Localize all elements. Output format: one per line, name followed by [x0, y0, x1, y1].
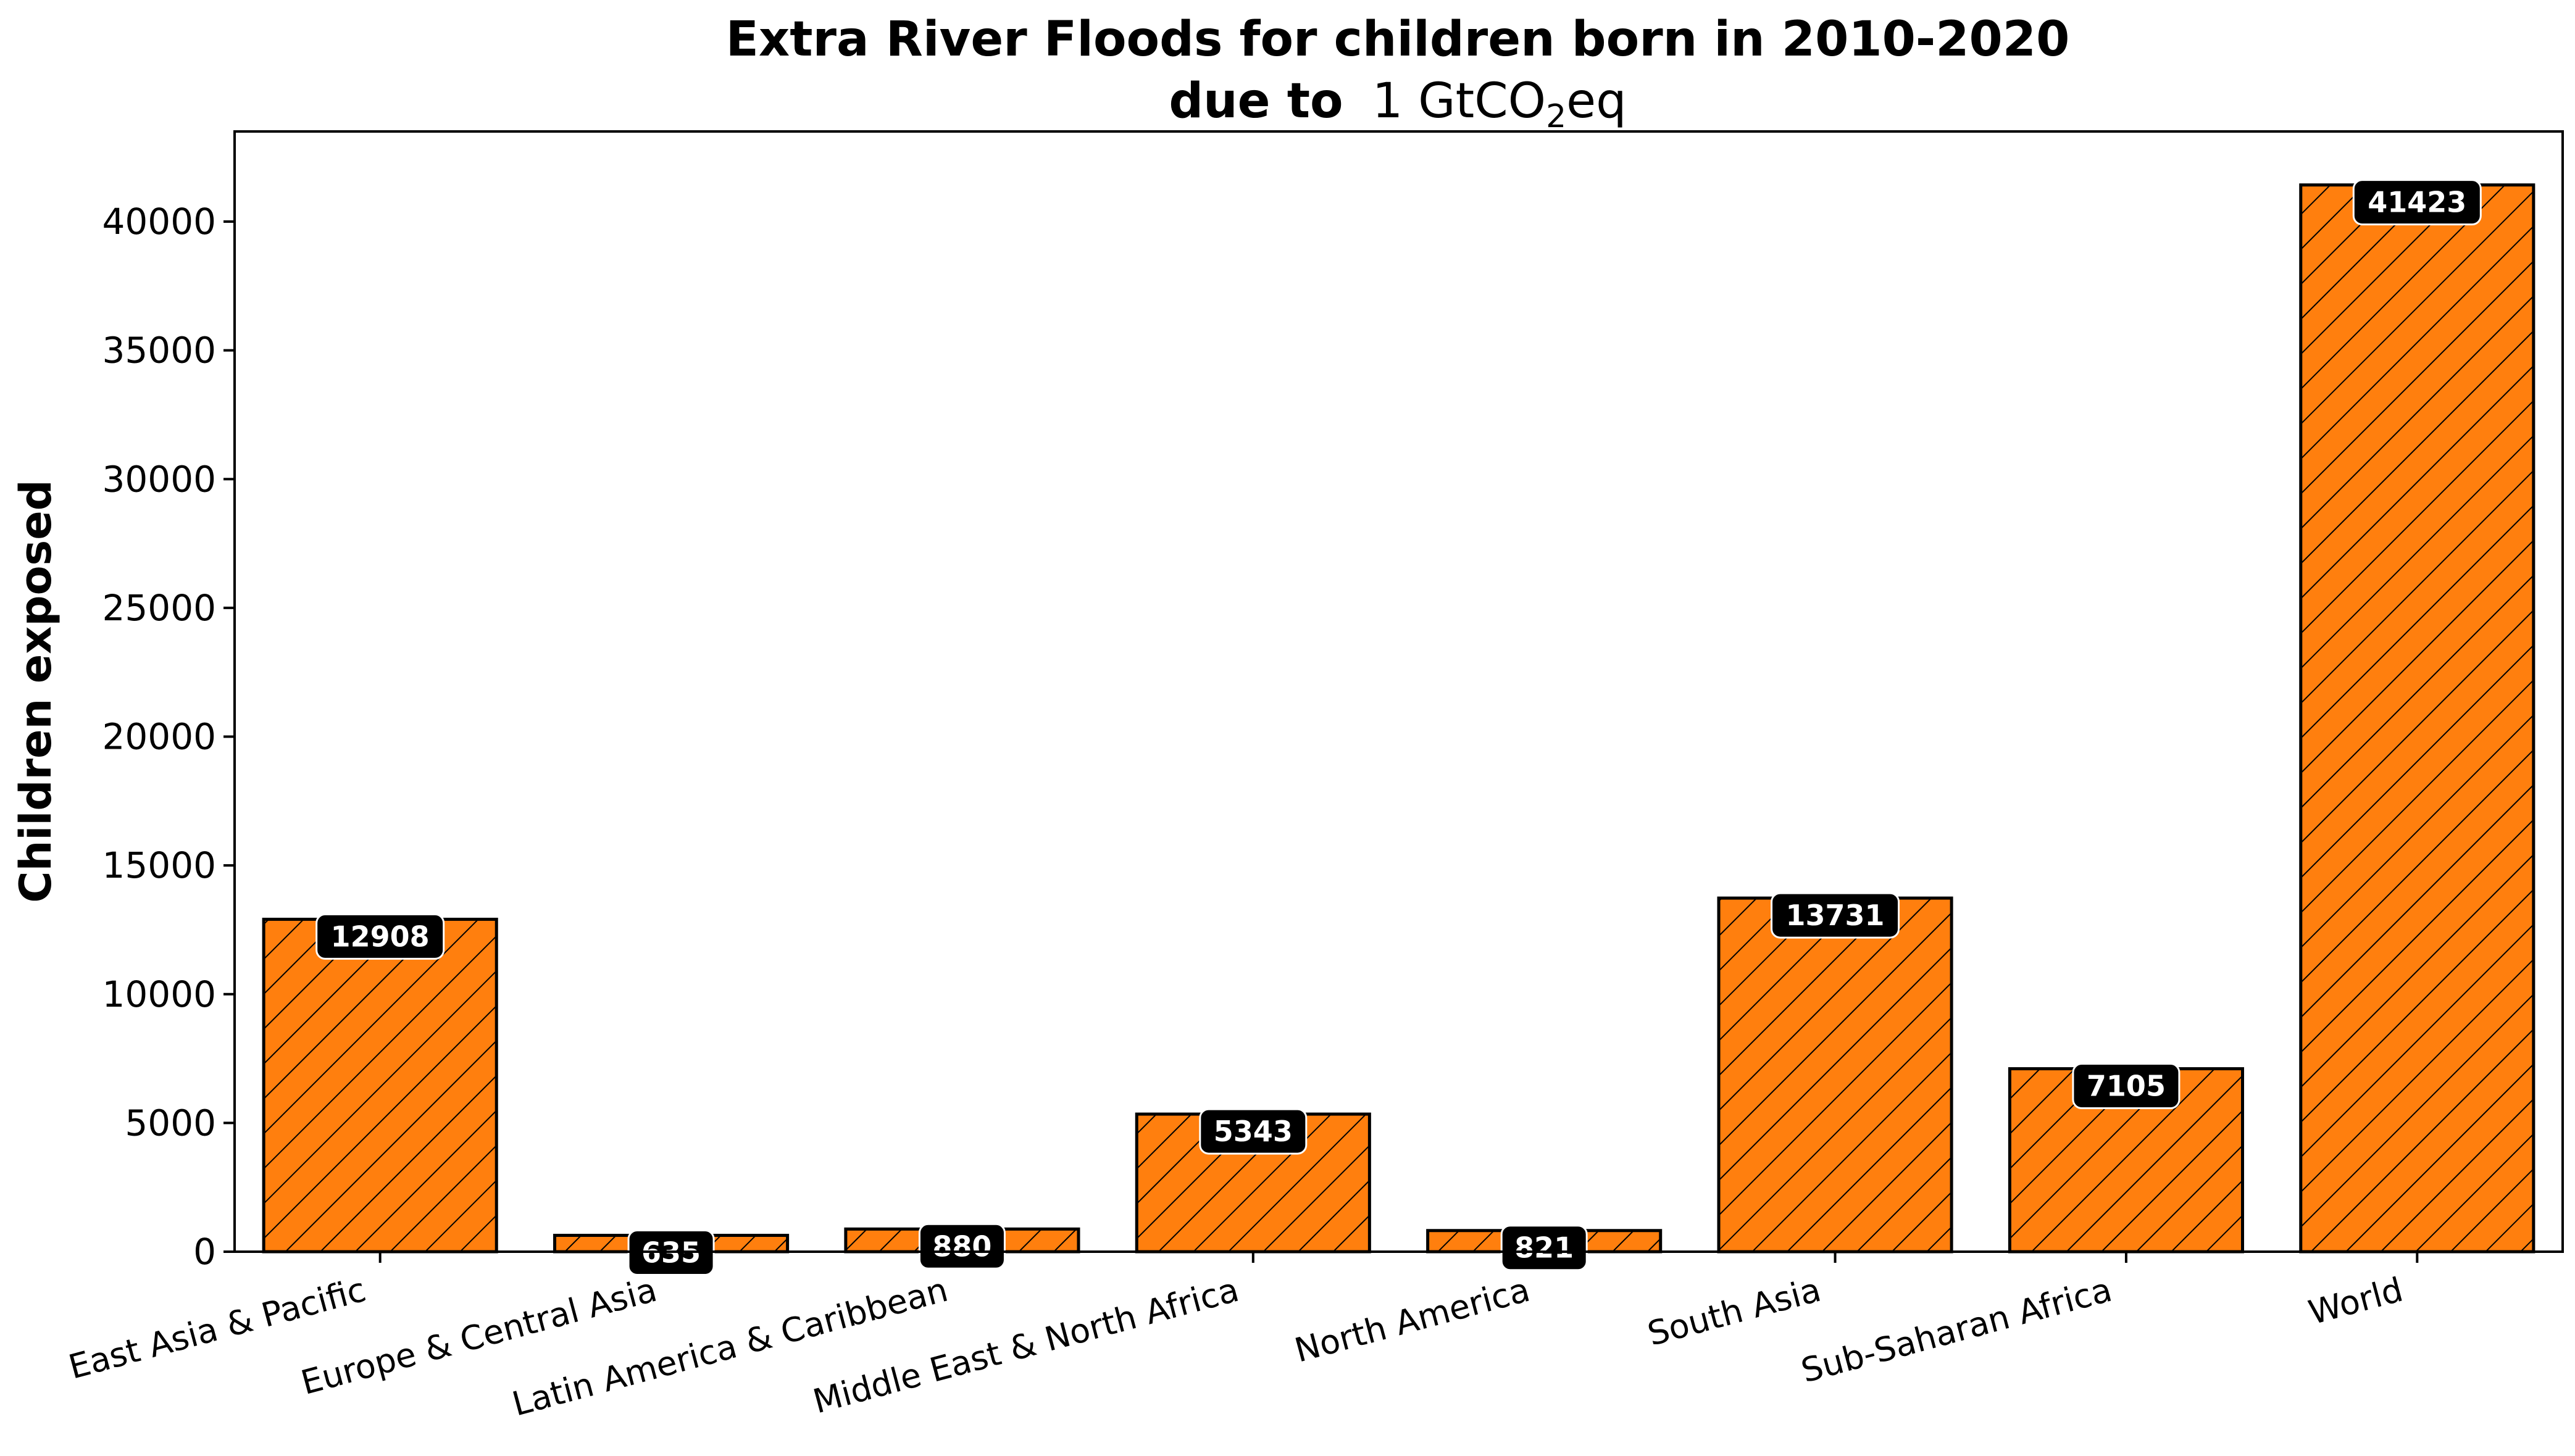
chart-title-amount: 1 GtCO [1372, 73, 1546, 129]
y-tick-label: 5000 [125, 1102, 216, 1144]
y-tick-label: 15000 [102, 844, 216, 886]
y-axis-label: Children exposed [10, 480, 61, 903]
data-label-box [2072, 1063, 2181, 1110]
y-tick-label: 20000 [102, 716, 216, 758]
data-label-box [1771, 892, 1900, 939]
y-tick-label: 30000 [102, 458, 216, 500]
data-label-box [1199, 1108, 1308, 1155]
y-tick-label: 0 [193, 1231, 216, 1273]
y-tick-label: 40000 [102, 201, 216, 243]
bars-group [262, 183, 2535, 1254]
bar-outline [2299, 183, 2535, 1254]
data-label-box [918, 1223, 1006, 1270]
x-tick-label: North America [1291, 1270, 1534, 1370]
y-axis: 0 5000 10000 15000 20000 25000 30000 35000 40000 [102, 201, 235, 1273]
y-tick-label: 35000 [102, 330, 216, 372]
chart-title-subscript: 2 [1546, 98, 1566, 135]
data-label: 41423 [2368, 186, 2466, 219]
y-tick-label: 10000 [102, 973, 216, 1015]
plot-frame [233, 130, 2564, 1253]
chart-title-suffix: eq [1566, 73, 1627, 129]
data-label-box [315, 913, 445, 960]
data-label: 7105 [2087, 1070, 2166, 1103]
data-label: 821 [1514, 1231, 1574, 1265]
data-label: 880 [932, 1229, 991, 1263]
chart-title-line2: due to 1 GtCO2eq [1169, 73, 1626, 135]
data-label: 13731 [1786, 899, 1885, 932]
data-label: 12908 [331, 920, 430, 953]
bar-outline [262, 917, 498, 1254]
x-tick-label: South Asia [1643, 1270, 1825, 1354]
chart-title-line1: Extra River Floods for children born in … [726, 12, 2070, 67]
data-label-box [2352, 179, 2482, 226]
x-tick-label: Sub-Saharan Africa [1797, 1270, 2116, 1391]
x-tick-label: World [2305, 1270, 2407, 1333]
chart-title-prefix: due to [1169, 73, 1343, 129]
y-tick-label: 25000 [102, 587, 216, 629]
data-label: 5343 [1214, 1115, 1293, 1148]
bar-outline [1717, 896, 1953, 1254]
data-label-box [1500, 1225, 1588, 1271]
